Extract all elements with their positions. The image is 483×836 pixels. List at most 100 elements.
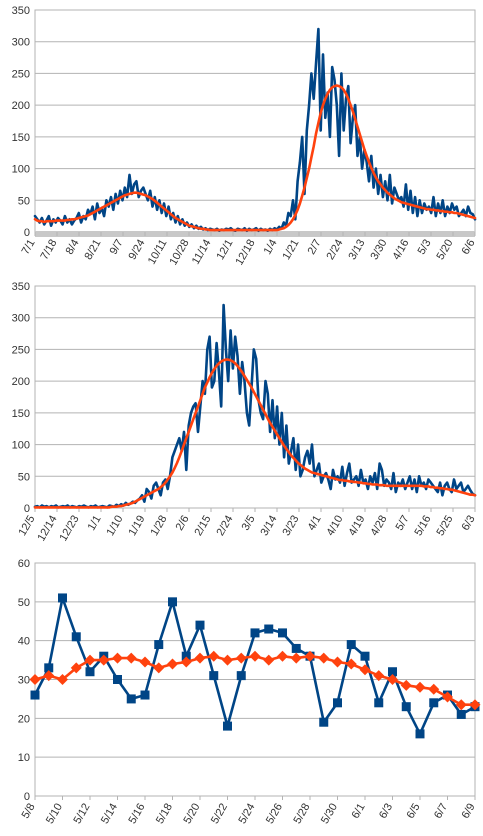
data-point bbox=[195, 620, 205, 630]
y-tick-label: 40 bbox=[18, 636, 30, 648]
x-tick-label: 1/4 bbox=[262, 238, 280, 257]
series-line-1 bbox=[33, 303, 477, 509]
x-tick-label: 6/6 bbox=[460, 238, 478, 257]
data-point bbox=[249, 650, 261, 662]
y-tick-label: 300 bbox=[12, 313, 30, 325]
x-tick-label: 5/16 bbox=[412, 514, 433, 539]
x-tick-label: 12/18 bbox=[233, 238, 257, 268]
x-tick-label: 5/12 bbox=[71, 802, 92, 827]
data-point bbox=[359, 664, 371, 676]
data-point bbox=[345, 658, 357, 670]
x-tick-label: 10/11 bbox=[146, 238, 170, 267]
x-tick-label: 7/18 bbox=[38, 238, 59, 263]
x-tick-label: 2/15 bbox=[192, 514, 213, 539]
x-tick-label: 5/10 bbox=[44, 802, 65, 827]
data-point bbox=[181, 651, 191, 661]
x-tick-label: 2/6 bbox=[174, 514, 192, 533]
x-tick-label: 1/10 bbox=[104, 514, 125, 539]
x-tick-label: 5/24 bbox=[236, 802, 257, 827]
x-tick-label: 6/3 bbox=[460, 514, 478, 533]
data-point bbox=[29, 674, 41, 685]
x-tick-label: 1/1 bbox=[86, 514, 104, 533]
data-point bbox=[442, 691, 453, 703]
x-tick-label: 3/14 bbox=[258, 514, 279, 539]
data-point bbox=[139, 656, 151, 668]
x-tick-label: 5/18 bbox=[154, 802, 175, 827]
x-tick-label: 5/20 bbox=[181, 802, 202, 827]
data-point bbox=[180, 656, 192, 668]
data-point bbox=[43, 670, 55, 682]
data-point bbox=[277, 650, 288, 662]
data-point bbox=[290, 652, 302, 664]
y-tick-label: 250 bbox=[12, 68, 30, 80]
data-point bbox=[194, 652, 206, 664]
series-line-2 bbox=[33, 84, 477, 232]
data-point bbox=[125, 652, 137, 664]
x-tick-label: 6/7 bbox=[432, 802, 450, 821]
data-point bbox=[84, 654, 96, 666]
series-line-2 bbox=[33, 654, 477, 707]
data-point bbox=[400, 679, 412, 691]
x-tick-label: 5/30 bbox=[319, 802, 340, 827]
data-point bbox=[429, 698, 439, 708]
y-tick-label: 200 bbox=[12, 376, 30, 388]
chart-3: 0 10 20 30 40 50 60 5/8 5/10 5/12 5/14 5/16 5/18 5/20… bbox=[18, 558, 481, 826]
x-tick-label: 12/5 bbox=[16, 514, 37, 539]
y-tick-label: 350 bbox=[12, 281, 30, 293]
x-tick-label: 5/25 bbox=[434, 514, 455, 539]
data-point bbox=[70, 662, 82, 674]
x-tick-label: 3/13 bbox=[346, 238, 367, 263]
data-point bbox=[469, 699, 481, 711]
x-tick-label: 11/14 bbox=[190, 238, 214, 267]
x-tick-label: 12/14 bbox=[35, 514, 59, 544]
x-tick-label: 5/3 bbox=[416, 238, 434, 257]
y-tick-label: 150 bbox=[12, 408, 30, 420]
data-point bbox=[278, 628, 287, 638]
y-tick-label: 0 bbox=[24, 791, 30, 803]
data-point bbox=[250, 628, 260, 638]
y-tick-label: 100 bbox=[12, 440, 30, 452]
data-point bbox=[373, 670, 385, 682]
y-tick-label: 50 bbox=[18, 195, 30, 207]
data-point bbox=[30, 690, 40, 700]
data-point bbox=[44, 663, 54, 673]
x-tick-label: 2/7 bbox=[306, 238, 324, 257]
x-tick-label: 1/28 bbox=[148, 514, 169, 539]
y-tick-label: 100 bbox=[12, 164, 30, 176]
data-point bbox=[456, 709, 466, 719]
data-point bbox=[387, 674, 398, 685]
y-tick-label: 30 bbox=[18, 675, 30, 687]
data-point bbox=[223, 721, 232, 731]
data-point bbox=[333, 698, 342, 708]
y-tick-label: 60 bbox=[18, 558, 30, 570]
x-tick-label: 10/28 bbox=[167, 238, 191, 268]
data-point bbox=[57, 674, 68, 685]
x-tick-label: 5/7 bbox=[394, 514, 412, 533]
x-tick-label: 4/28 bbox=[368, 514, 389, 539]
data-point bbox=[360, 651, 370, 661]
data-point bbox=[209, 671, 219, 681]
x-tick-label: 6/3 bbox=[377, 802, 395, 821]
data-point bbox=[126, 694, 136, 704]
data-point bbox=[319, 717, 329, 727]
x-tick-label: 5/22 bbox=[209, 802, 230, 827]
x-tick-label: 5/28 bbox=[291, 802, 312, 827]
y-tick-label: 0 bbox=[24, 227, 30, 239]
data-point bbox=[346, 640, 356, 650]
data-point bbox=[167, 658, 178, 670]
data-point bbox=[168, 597, 177, 607]
y-tick-label: 200 bbox=[12, 100, 30, 112]
y-tick-label: 50 bbox=[18, 597, 30, 609]
series-line-1 bbox=[33, 596, 477, 736]
x-tick-label: 8/21 bbox=[82, 238, 103, 263]
x-tick-label: 12/23 bbox=[57, 514, 81, 544]
data-point bbox=[304, 650, 316, 662]
data-point bbox=[235, 652, 247, 664]
y-tick-label: 0 bbox=[24, 503, 30, 515]
x-tick-label: 6/5 bbox=[405, 802, 423, 821]
x-tick-label: 3/23 bbox=[280, 514, 301, 539]
x-tick-label: 1/21 bbox=[280, 238, 301, 263]
